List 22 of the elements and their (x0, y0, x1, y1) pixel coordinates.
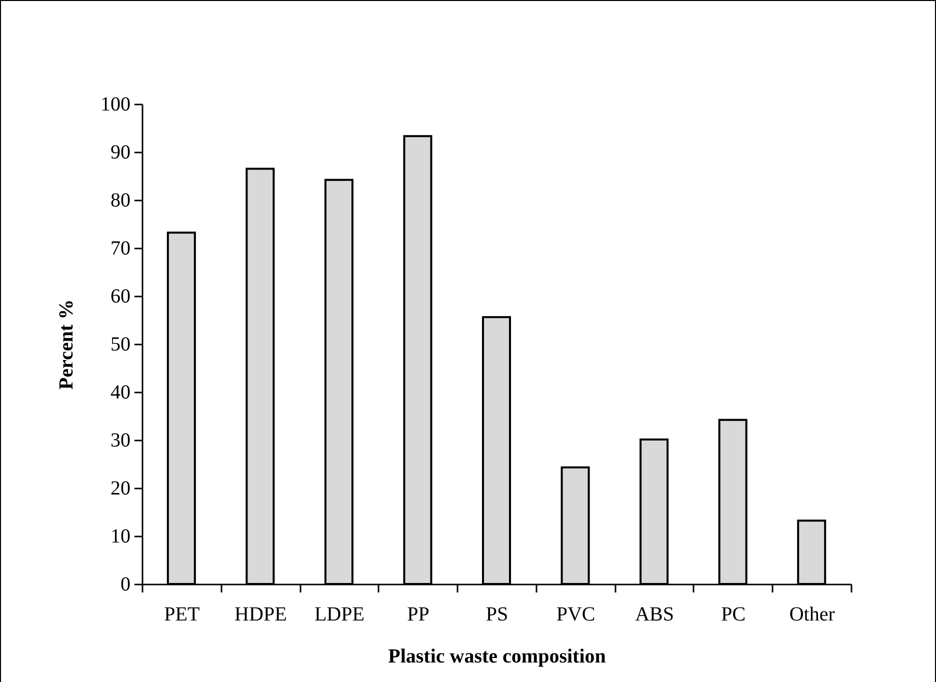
y-tick-label: 0 (120, 574, 130, 596)
y-tick-label: 60 (110, 286, 130, 308)
x-tick-label: ABS (635, 604, 674, 626)
y-tick-label: 50 (110, 334, 130, 356)
x-tick-label: PP (407, 604, 430, 626)
x-tick-label: PVC (556, 604, 596, 626)
x-axis-title: Plastic waste composition (388, 646, 606, 668)
x-tick-label: PS (486, 604, 508, 626)
y-tick-label: 30 (110, 430, 130, 452)
y-tick-label: 20 (110, 478, 130, 500)
x-tick-label: Other (789, 604, 836, 626)
x-tick-label: PET (164, 604, 200, 626)
y-tick-label: 80 (110, 190, 130, 212)
y-tick-label: 40 (110, 382, 130, 404)
y-tick-label: 90 (110, 142, 130, 164)
y-tick-label: 10 (110, 526, 130, 548)
x-tick-label: PC (721, 604, 746, 626)
x-tick-label: HDPE (234, 604, 287, 626)
y-tick-label: 100 (100, 94, 130, 116)
y-axis-title: Percent % (56, 299, 78, 390)
y-tick-label: 70 (110, 238, 130, 260)
x-tick-label: LDPE (314, 604, 364, 626)
